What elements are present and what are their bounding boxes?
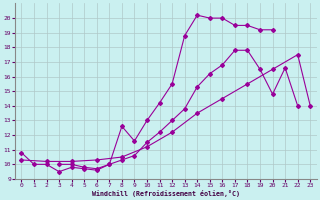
X-axis label: Windchill (Refroidissement éolien,°C): Windchill (Refroidissement éolien,°C) [92,190,240,197]
